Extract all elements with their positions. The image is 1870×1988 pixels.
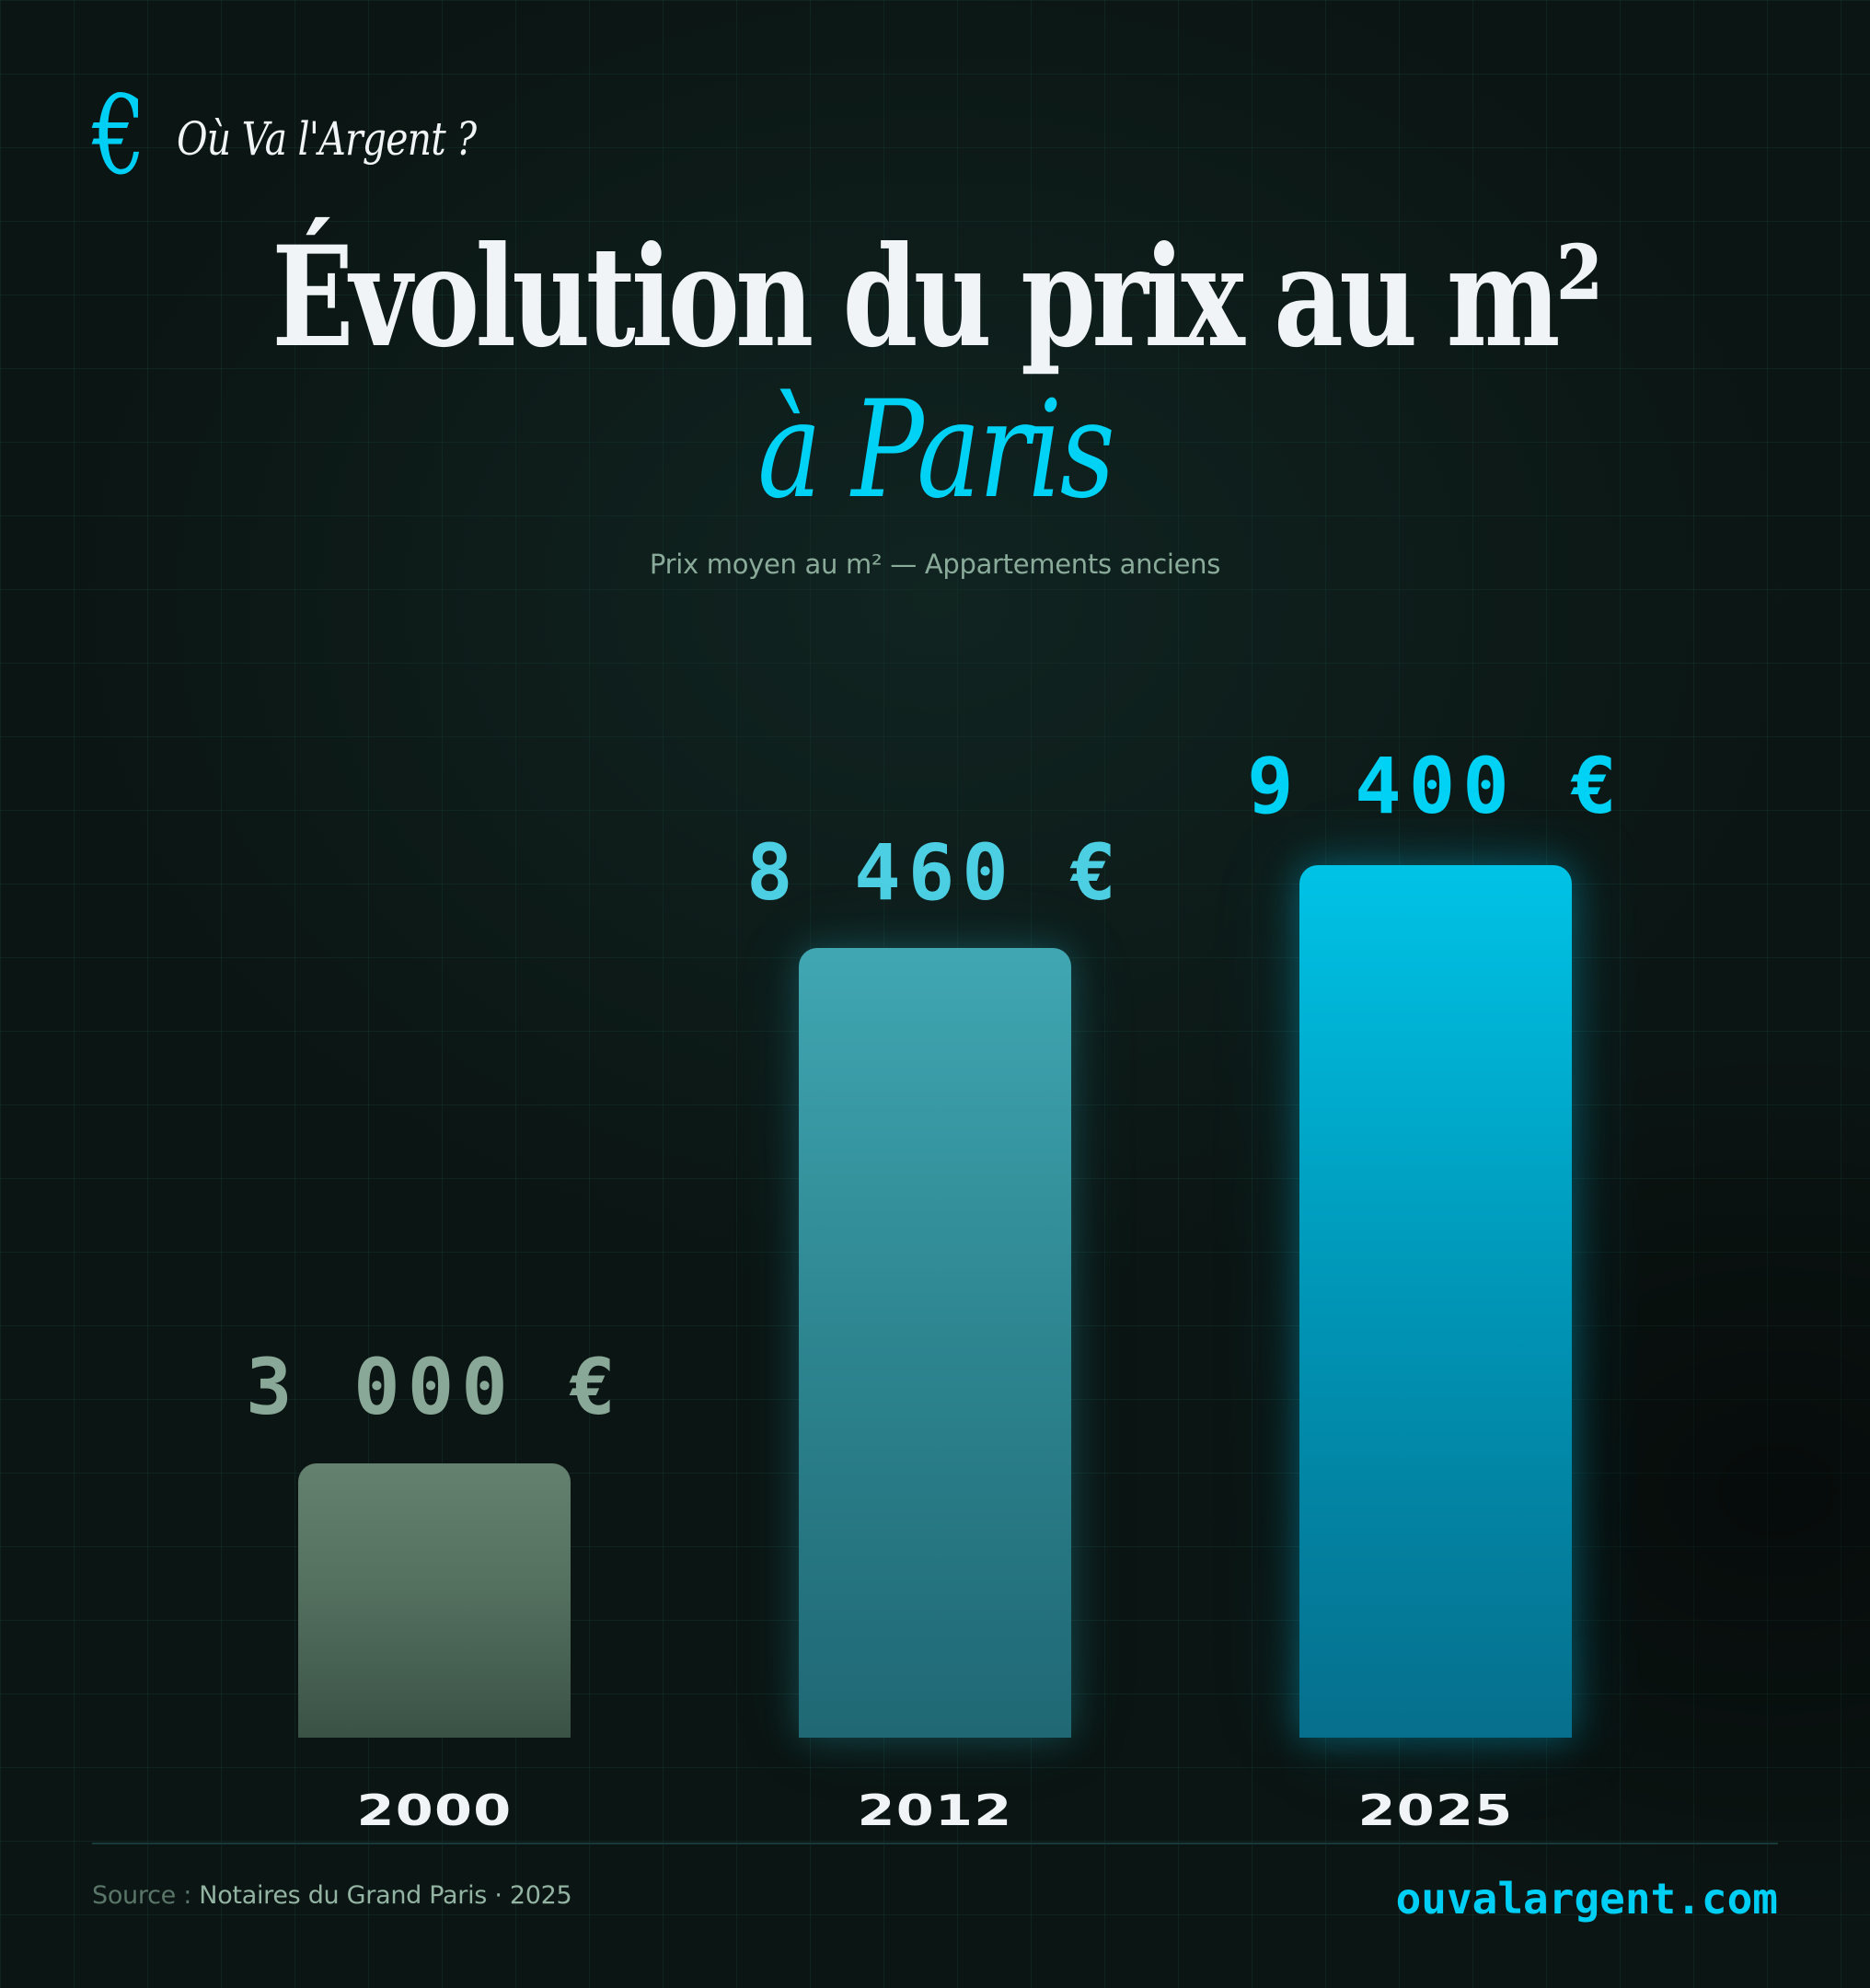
chart-subtitle: Prix moyen au m² — Appartements anciens [649, 549, 1221, 580]
bar-2000 [298, 1463, 571, 1738]
bar-value-label: 8 460 € [745, 827, 1124, 918]
bar-value-label: 9 400 € [1246, 741, 1624, 831]
bar-2012 [799, 948, 1071, 1738]
source-credit: Source : Notaires du Grand Paris · 2025 [92, 1881, 572, 1910]
year-text: 2025 [1357, 1786, 1514, 1835]
title-accent: à Paris [0, 383, 1870, 517]
year-text: 2000 [356, 1786, 513, 1835]
title-accent-text: à Paris [756, 372, 1114, 528]
footer-divider [92, 1843, 1778, 1844]
source-body: Notaires du Grand Paris · 2025 [191, 1881, 572, 1910]
source-prefix: Source : [92, 1881, 192, 1910]
x-axis-label: 2000 [250, 1789, 618, 1832]
bar-2025 [1299, 865, 1572, 1738]
page-title: Évolution du prix au m² [0, 228, 1870, 366]
x-axis-label: 2025 [1252, 1789, 1620, 1832]
title-text: Évolution du prix au m² [271, 216, 1603, 378]
x-axis-label: 2012 [751, 1789, 1119, 1832]
year-text: 2012 [857, 1786, 1013, 1835]
bar-value-label: 3 000 € [245, 1342, 623, 1432]
brand-header: € Où Va l'Argent ? [92, 81, 542, 190]
euro-icon: € [92, 72, 146, 199]
brand-name: Où Va l'Argent ? [177, 112, 477, 166]
website-link[interactable]: ouvalargent.com [1395, 1874, 1778, 1924]
